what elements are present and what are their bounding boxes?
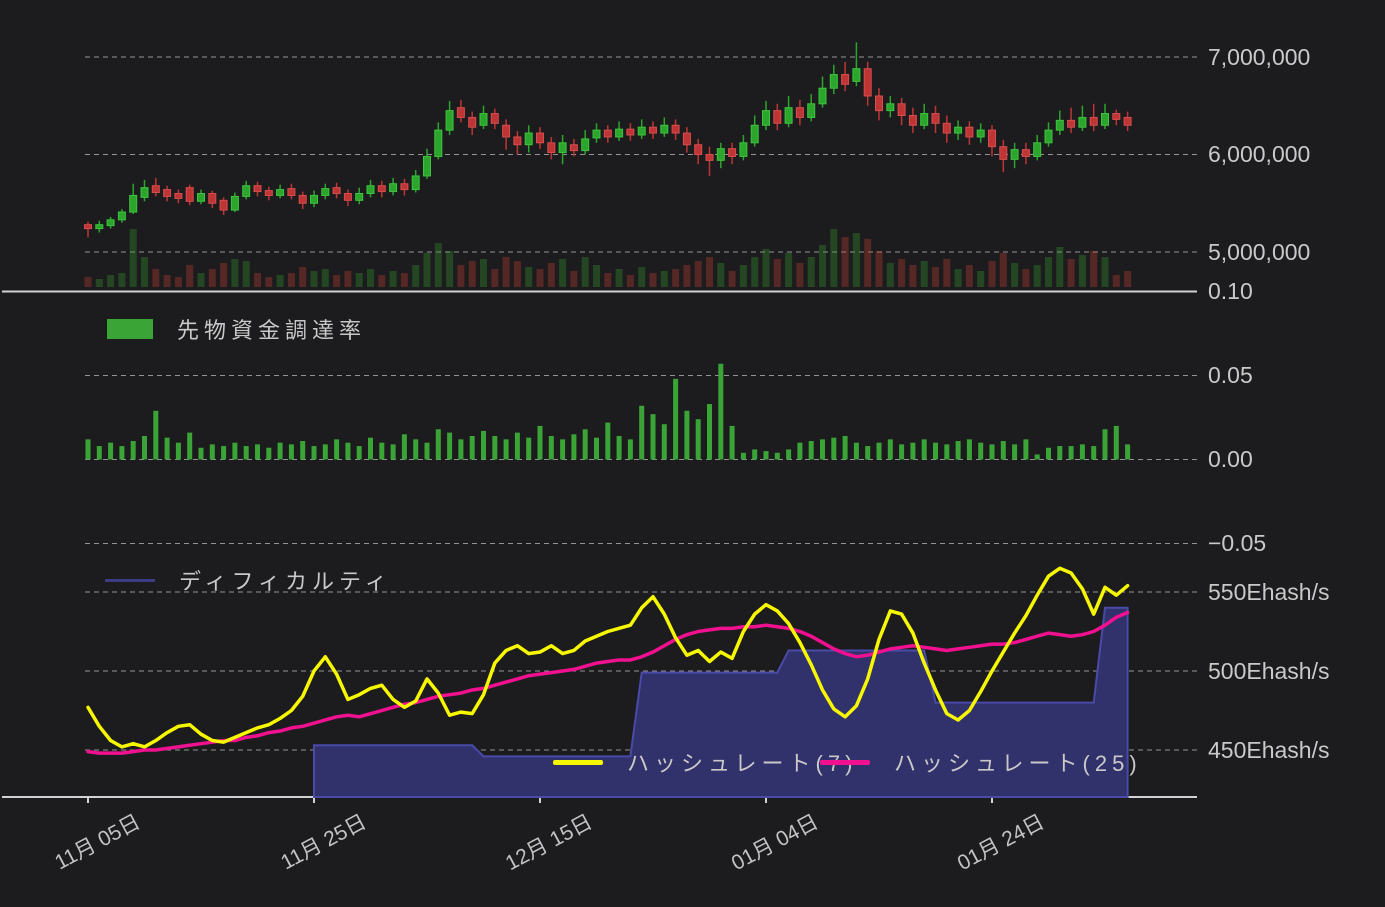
hashrate-axis-label-500: 500Ehash/s	[1208, 658, 1330, 684]
hashrate-axis-label-550: 550Ehash/s	[1208, 579, 1330, 605]
price-axis-label-6m: 6,000,000	[1208, 141, 1311, 167]
funding-axis-label-neg005: −0.05	[1208, 530, 1267, 556]
legend-funding-rate[interactable]: 先物資金調達率	[107, 313, 366, 345]
hashrate7-swatch-icon	[553, 759, 603, 765]
legend-hashrate-7[interactable]: ハッシュレート(7)	[553, 746, 857, 778]
hashrate-axis-label-450: 450Ehash/s	[1208, 737, 1330, 763]
price-axis-label-5m: 5,000,000	[1208, 239, 1311, 265]
funding-axis-label-005: 0.05	[1208, 362, 1253, 388]
legend-hashrate-25[interactable]: ハッシュレート(25)	[820, 746, 1142, 778]
legend-difficulty[interactable]: ディフィカルティ	[105, 564, 392, 596]
chart-canvas[interactable]	[0, 0, 1200, 907]
difficulty-swatch-icon	[105, 578, 155, 582]
legend-difficulty-label: ディフィカルティ	[179, 569, 392, 594]
legend-hashrate-25-label: ハッシュレート(25)	[894, 751, 1142, 776]
funding-axis-label-010: 0.10	[1208, 278, 1253, 304]
price-axis-label-7m: 7,000,000	[1208, 44, 1311, 70]
legend-hashrate-7-label: ハッシュレート(7)	[627, 751, 858, 776]
legend-funding-rate-label: 先物資金調達率	[177, 318, 367, 343]
funding-rate-swatch-icon	[107, 319, 153, 339]
funding-axis-label-000: 0.00	[1208, 446, 1253, 472]
hashrate25-swatch-icon	[820, 759, 870, 765]
